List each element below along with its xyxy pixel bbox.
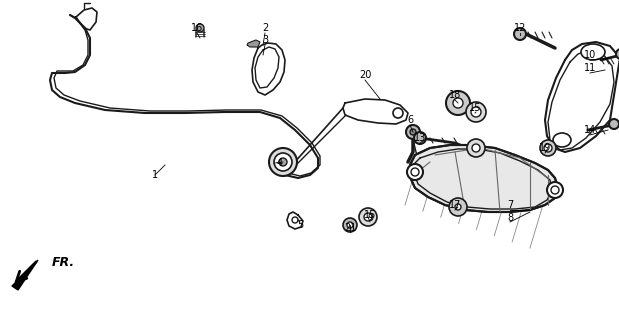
Polygon shape — [12, 260, 38, 290]
Text: 16: 16 — [191, 23, 203, 33]
Text: 2: 2 — [262, 23, 268, 33]
Circle shape — [364, 213, 372, 221]
Circle shape — [196, 24, 204, 32]
Text: 13: 13 — [414, 133, 426, 143]
Circle shape — [547, 182, 563, 198]
Text: 8: 8 — [507, 213, 513, 223]
Text: 6: 6 — [407, 115, 413, 125]
Circle shape — [453, 98, 463, 108]
Circle shape — [471, 107, 481, 117]
Circle shape — [446, 91, 470, 115]
Circle shape — [544, 144, 552, 152]
Circle shape — [466, 102, 486, 122]
Text: 1: 1 — [152, 170, 158, 180]
Circle shape — [472, 144, 480, 152]
Polygon shape — [247, 40, 260, 47]
Circle shape — [406, 125, 420, 139]
Ellipse shape — [581, 44, 605, 60]
Circle shape — [540, 140, 556, 156]
Circle shape — [347, 222, 353, 228]
Text: 21: 21 — [344, 223, 356, 233]
Circle shape — [455, 204, 461, 210]
Ellipse shape — [553, 133, 571, 147]
Circle shape — [449, 198, 467, 216]
Text: FR.: FR. — [52, 255, 75, 268]
Text: 7: 7 — [507, 200, 513, 210]
Circle shape — [609, 119, 619, 129]
Text: 11: 11 — [584, 63, 596, 73]
Circle shape — [359, 208, 377, 226]
Circle shape — [274, 153, 292, 171]
Circle shape — [410, 129, 416, 135]
Circle shape — [514, 28, 526, 40]
Text: 9: 9 — [367, 213, 373, 223]
Text: 19: 19 — [539, 143, 551, 153]
Circle shape — [467, 139, 485, 157]
Circle shape — [414, 132, 426, 144]
Text: 18: 18 — [449, 90, 461, 100]
Text: 14: 14 — [584, 125, 596, 135]
Circle shape — [393, 108, 403, 118]
Text: 5: 5 — [297, 220, 303, 230]
Text: 17: 17 — [449, 200, 461, 210]
Text: 4: 4 — [277, 158, 283, 168]
Text: 15: 15 — [469, 103, 481, 113]
Text: 20: 20 — [359, 70, 371, 80]
Circle shape — [269, 148, 297, 176]
Text: 15: 15 — [364, 210, 376, 220]
Text: 10: 10 — [584, 50, 596, 60]
Polygon shape — [410, 145, 558, 212]
Circle shape — [616, 49, 619, 59]
Circle shape — [279, 158, 287, 166]
Circle shape — [407, 164, 423, 180]
Text: 12: 12 — [514, 23, 526, 33]
Circle shape — [343, 218, 357, 232]
Text: 3: 3 — [262, 35, 268, 45]
